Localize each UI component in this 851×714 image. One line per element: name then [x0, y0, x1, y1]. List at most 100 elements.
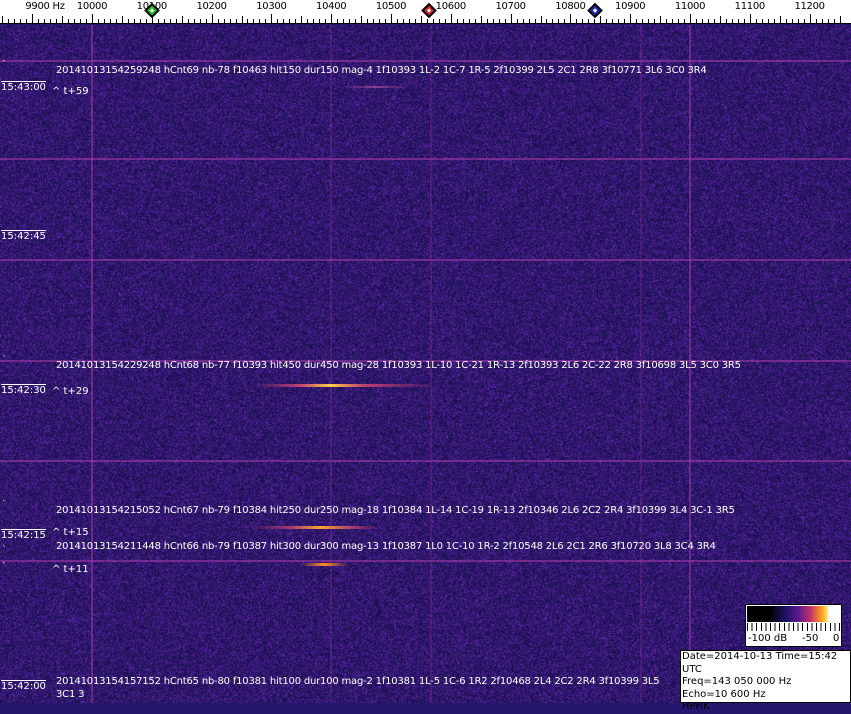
color-scale-gradient — [747, 606, 840, 622]
axis-tick — [624, 19, 625, 23]
grid-line — [0, 560, 851, 562]
timestamp-label: 15:43:00 — [1, 81, 46, 94]
axis-tick — [56, 19, 57, 23]
axis-tick — [295, 19, 296, 23]
axis-tick — [98, 19, 99, 23]
axis-tick — [200, 19, 201, 23]
axis-tick — [170, 19, 171, 23]
axis-tick — [355, 19, 356, 23]
axis-tick-label: 10700 — [495, 1, 525, 12]
axis-tick — [750, 14, 751, 23]
axis-tick — [529, 19, 530, 23]
axis-tick — [361, 16, 362, 23]
frequency-axis[interactable]: 9900 Hz 10000101001020010300104001050010… — [0, 0, 851, 24]
axis-tick — [600, 16, 601, 23]
axis-tick — [576, 19, 577, 23]
axis-tick — [696, 19, 697, 23]
time-offset-label: ^ t+15 — [52, 527, 89, 538]
grid-line — [0, 158, 851, 160]
axis-tick — [38, 19, 39, 23]
axis-tick — [708, 19, 709, 23]
axis-tick — [672, 19, 673, 23]
axis-tick — [684, 19, 685, 23]
detection-line: 20141013154211448 hCnt66 nb-79 f10387 hi… — [56, 541, 716, 552]
axis-tick-label: 10900 — [615, 1, 645, 12]
axis-tick — [726, 19, 727, 23]
axis-tick — [666, 19, 667, 23]
scale-max-label: 0 — [833, 633, 839, 644]
axis-tick — [68, 19, 69, 23]
axis-tick — [828, 19, 829, 23]
timestamp-label: 15:42:45 — [1, 230, 46, 243]
axis-tick — [206, 19, 207, 23]
timestamp-label: 15:42:00 — [1, 680, 46, 693]
axis-tick — [337, 19, 338, 23]
axis-tick-label: 10300 — [256, 1, 286, 12]
time-offset-label: ^ t+59 — [52, 86, 89, 97]
axis-tick — [188, 19, 189, 23]
signal-trace — [250, 526, 380, 529]
axis-tick — [798, 19, 799, 23]
axis-tick — [391, 14, 392, 23]
axis-tick — [558, 19, 559, 23]
axis-tick — [307, 19, 308, 23]
detection-mark: ` — [2, 60, 7, 70]
axis-tick — [62, 16, 63, 23]
axis-tick — [744, 19, 745, 23]
axis-tick — [218, 19, 219, 23]
axis-tick — [20, 19, 21, 23]
axis-tick — [325, 19, 326, 23]
axis-tick — [702, 19, 703, 23]
axis-tick — [487, 19, 488, 23]
color-scale-ticks — [747, 623, 840, 631]
axis-tick — [786, 19, 787, 23]
axis-tick — [140, 19, 141, 23]
axis-tick — [660, 16, 661, 23]
axis-tick — [810, 14, 811, 23]
axis-tick-label: 10000 — [77, 1, 107, 12]
axis-tick — [50, 19, 51, 23]
axis-tick — [564, 19, 565, 23]
axis-tick — [277, 19, 278, 23]
axis-tick — [86, 19, 87, 23]
axis-tick — [379, 19, 380, 23]
axis-tick — [259, 19, 260, 23]
axis-tick — [343, 19, 344, 23]
axis-tick — [505, 19, 506, 23]
info-echo: Echo=10 600 Hz — [682, 689, 850, 702]
info-date-time: Date=2014-10-13 Time=15:42 UTC — [682, 651, 850, 676]
axis-tick — [738, 19, 739, 23]
axis-tick — [594, 19, 595, 23]
detection-mark: ` — [2, 355, 7, 365]
time-offset-label: ^ t+11 — [52, 564, 89, 575]
axis-tick-label: 10600 — [436, 1, 466, 12]
axis-tick — [230, 19, 231, 23]
axis-tick — [511, 14, 512, 23]
detection-line: 20141013154215052 hCnt67 nb-79 f10384 hi… — [56, 505, 735, 516]
axis-tick — [32, 14, 33, 23]
timestamp-label: 15:42:15 — [1, 529, 46, 542]
grid-line — [0, 60, 851, 62]
axis-tick — [768, 19, 769, 23]
axis-tick — [265, 19, 266, 23]
axis-tick — [313, 19, 314, 23]
axis-tick — [44, 19, 45, 23]
axis-tick — [648, 19, 649, 23]
axis-tick — [403, 19, 404, 23]
axis-tick — [546, 19, 547, 23]
axis-tick — [780, 16, 781, 23]
axis-tick — [104, 19, 105, 23]
red-marker-icon[interactable] — [421, 3, 437, 19]
time-offset-label: ^ t+29 — [52, 386, 89, 397]
signal-trace — [300, 563, 348, 566]
axis-tick — [463, 19, 464, 23]
axis-tick-label: 10800 — [555, 1, 585, 12]
scale-min-label: -100 dB — [748, 633, 787, 644]
axis-tick-label: 11200 — [794, 1, 824, 12]
detection-mark: ` — [2, 545, 7, 555]
axis-tick — [212, 14, 213, 23]
grid-line — [0, 460, 851, 462]
axis-tick — [158, 19, 159, 23]
axis-tick — [541, 16, 542, 23]
axis-tick — [92, 14, 93, 23]
